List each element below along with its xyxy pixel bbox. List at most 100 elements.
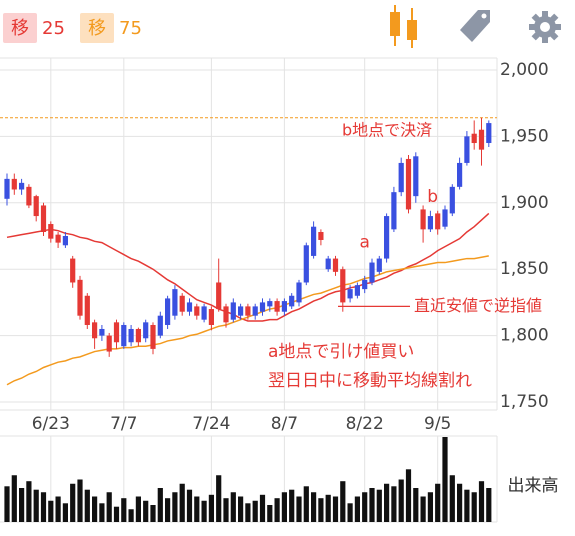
candle-body [384,216,390,259]
volume-bar [55,496,61,522]
volume-bar [289,489,295,522]
candle-body [33,196,39,217]
candle-body [19,182,25,190]
candle-body [376,258,382,272]
candle-body [274,301,280,312]
candle-body [179,295,185,312]
volume-bar [457,483,463,522]
candle-body [442,209,448,227]
candle-body [186,302,193,312]
volume-bar [442,437,448,522]
candle-body [165,298,171,325]
volume-bar [128,509,134,522]
volume-bar [150,505,156,522]
volume-bar [384,483,390,522]
y-tick-label: 1,850 [500,259,549,279]
annotation: a [359,233,369,253]
annotation: b地点で決済 [342,121,432,140]
candle-body [84,295,90,325]
candle-body [40,205,47,233]
volume-bar [449,475,455,522]
volume-bar [48,500,54,522]
candle-body [62,235,68,246]
volume-bar [340,481,346,522]
volume-bar [99,503,105,522]
candle-body [128,328,134,343]
candle-body [201,306,207,320]
volume-bar [33,489,39,522]
volume-bar [318,498,324,522]
volume-bar [11,475,17,522]
volume-bar [62,503,68,522]
tag-icon[interactable] [460,10,490,42]
settings-icon[interactable] [529,11,561,43]
candle-body [413,156,419,197]
candle-body [318,232,324,240]
candle-body [172,289,178,316]
legend-badge [3,13,37,43]
volume-bar [325,494,331,522]
annotation: 翌日日中に移動平均線割れ [268,371,472,391]
candle-body [420,209,426,230]
volume-bar [245,503,251,522]
volume-bar [471,492,477,522]
volume-bar [274,498,280,522]
volume-bar [92,496,98,522]
volume-bar [40,492,47,522]
volume-bar [398,479,404,522]
candle-body [11,178,17,190]
volume-bar [70,483,76,522]
volume-bar [420,496,426,522]
x-tick-label: 6/23 [32,414,70,434]
volume-bar [478,481,485,522]
candle-icon[interactable] [390,5,417,48]
annotation: b [427,187,438,207]
y-tick-label: 1,750 [500,392,549,412]
candle-body [245,306,251,316]
candle-body [486,123,492,144]
candle-body [471,133,477,144]
volume-bar [376,489,382,522]
candle-body [92,322,98,339]
candle-body [238,306,244,316]
candle-body [106,335,112,352]
candle-body [208,309,214,325]
volume-bar [4,486,10,522]
candle-body [4,178,10,199]
volume-bar [347,503,353,522]
volume-bar [267,505,273,522]
candle-body [478,129,485,150]
x-tick-label: 7/7 [110,414,137,434]
y-tick-label: 1,950 [500,126,549,146]
candle-body [55,234,61,243]
volume-bar [208,494,214,522]
candle-body [435,213,441,230]
x-tick-label: 9/5 [424,414,451,434]
candle-body [427,216,433,230]
candle-body [391,192,397,230]
candle-body [281,301,287,312]
candle-body [77,279,83,316]
volume-bar [303,486,309,522]
volume-bar [223,498,229,522]
candle-body [143,322,149,339]
x-tick-label: 7/24 [192,414,230,434]
volume-bar [486,488,492,522]
candle-body [259,302,266,312]
candle-body [223,306,229,323]
volume-bar [296,496,302,522]
legend-label: 移 [88,18,106,39]
moving-average-line [6,212,490,322]
annotation: a地点で引け値買い [268,342,414,362]
candle-body [99,328,105,336]
x-tick-label: 8/7 [271,414,298,434]
candle-body [449,186,455,214]
candle-body [267,301,273,307]
candle-body [252,306,258,316]
volume-bar [121,498,127,522]
volume-bar [354,496,360,522]
candle-body [457,162,463,187]
volume-bar [252,500,258,522]
volume-bar [238,496,244,522]
